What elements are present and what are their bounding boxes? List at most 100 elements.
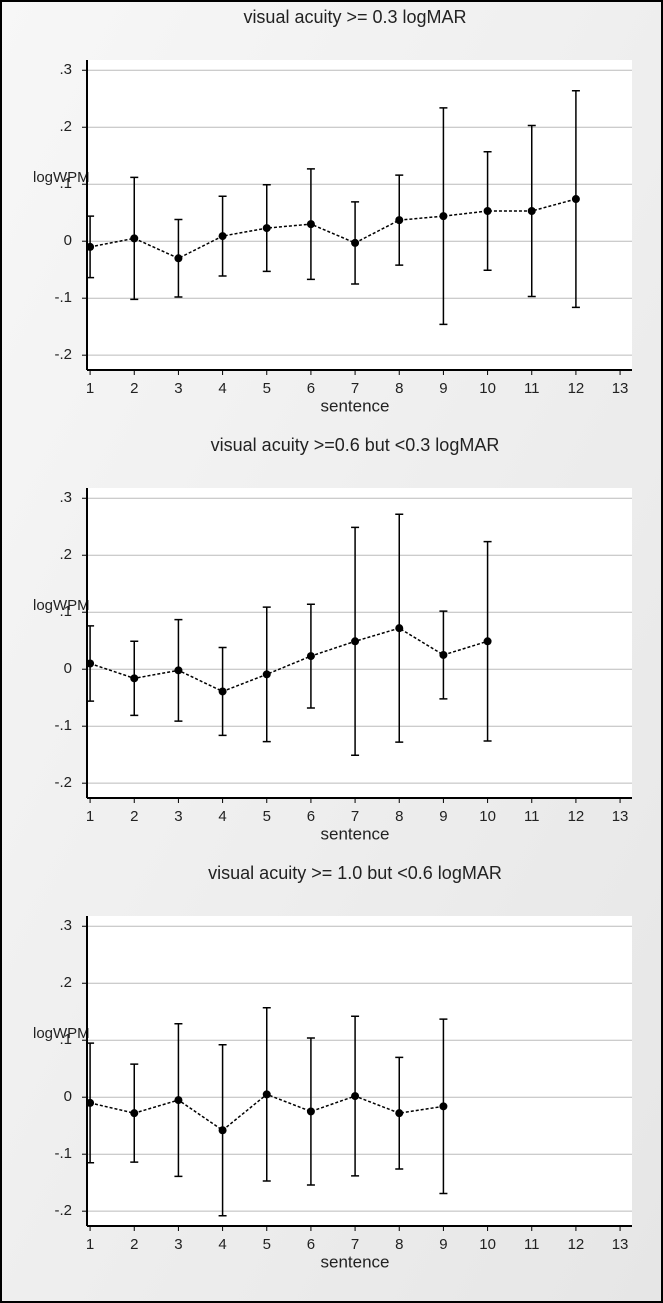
x-tick-label: 9 — [439, 380, 447, 397]
y-tick-label: .3 — [59, 917, 72, 934]
x-tick-label: 9 — [439, 808, 447, 825]
y-tick-label: .2 — [59, 118, 72, 135]
point — [395, 624, 404, 633]
x-tick-label: 3 — [174, 808, 182, 825]
point — [86, 1098, 95, 1107]
point — [262, 1090, 271, 1099]
point — [483, 637, 492, 646]
plot-area — [87, 916, 632, 1226]
x-tick-label: 12 — [568, 380, 585, 397]
chart-title: visual acuity >= 0.3 logMAR — [243, 7, 466, 27]
point — [395, 1109, 404, 1118]
y-tick-label: -.2 — [54, 774, 72, 791]
point — [218, 232, 227, 241]
x-tick-label: 12 — [568, 1236, 585, 1253]
x-tick-label: 2 — [130, 808, 138, 825]
x-tick-label: 8 — [395, 1236, 403, 1253]
point — [218, 687, 227, 696]
x-tick-label: 4 — [218, 1236, 226, 1253]
y-tick-label: .3 — [59, 489, 72, 506]
x-tick-label: 8 — [395, 380, 403, 397]
point — [571, 195, 580, 204]
point — [174, 666, 183, 675]
data-line — [89, 198, 577, 260]
y-axis-label: logWPM — [33, 597, 90, 614]
point — [439, 1102, 448, 1111]
plot-area — [87, 488, 632, 798]
x-tick-label: 1 — [86, 1236, 94, 1253]
x-tick-label: 13 — [612, 380, 629, 397]
x-tick-label: 3 — [174, 1236, 182, 1253]
y-tick-label: .3 — [59, 61, 72, 78]
x-tick-label: 2 — [130, 1236, 138, 1253]
x-tick-label: 10 — [479, 808, 496, 825]
x-tick-label: 9 — [439, 1236, 447, 1253]
chart-title: visual acuity >=0.6 but <0.3 logMAR — [211, 435, 500, 455]
point — [218, 1126, 227, 1135]
y-tick-label: -.1 — [54, 289, 72, 306]
x-tick-label: 7 — [351, 380, 359, 397]
x-tick-label: 10 — [479, 1236, 496, 1253]
point — [306, 1107, 315, 1116]
x-axis-label: sentence — [321, 396, 390, 415]
point — [395, 216, 404, 225]
x-tick-label: 3 — [174, 380, 182, 397]
x-tick-label: 6 — [307, 808, 315, 825]
chart-title: visual acuity >= 1.0 but <0.6 logMAR — [208, 863, 502, 883]
x-tick-label: 4 — [218, 380, 226, 397]
y-axis-label: logWPM — [33, 169, 90, 186]
point — [306, 652, 315, 661]
x-tick-label: 5 — [263, 380, 271, 397]
y-tick-label: 0 — [64, 232, 72, 249]
plot-area — [87, 60, 632, 370]
y-tick-label: -.2 — [54, 1202, 72, 1219]
point — [483, 207, 492, 216]
x-tick-label: 6 — [307, 380, 315, 397]
x-tick-label: 10 — [479, 380, 496, 397]
y-tick-label: .2 — [59, 546, 72, 563]
x-tick-label: 13 — [612, 808, 629, 825]
point — [130, 674, 139, 683]
point — [174, 254, 183, 263]
x-tick-label: 5 — [263, 808, 271, 825]
y-tick-label: 0 — [64, 660, 72, 677]
point — [351, 238, 360, 247]
y-tick-label: -.1 — [54, 1145, 72, 1162]
x-tick-label: 1 — [86, 808, 94, 825]
x-tick-label: 11 — [524, 808, 540, 825]
point — [351, 1092, 360, 1101]
point — [527, 207, 536, 216]
point — [174, 1096, 183, 1105]
point — [130, 234, 139, 243]
x-tick-label: 2 — [130, 380, 138, 397]
point — [262, 224, 271, 233]
y-tick-label: .2 — [59, 974, 72, 991]
x-tick-label: 4 — [218, 808, 226, 825]
point — [130, 1109, 139, 1118]
point — [439, 212, 448, 221]
data-line — [89, 627, 488, 693]
y-tick-label: -.1 — [54, 717, 72, 734]
point — [86, 659, 95, 668]
y-tick-label: 0 — [64, 1088, 72, 1105]
x-tick-label: 5 — [263, 1236, 271, 1253]
x-tick-label: 11 — [524, 380, 540, 397]
point — [351, 637, 360, 646]
x-tick-label: 11 — [524, 1236, 540, 1253]
y-tick-label: .1 — [59, 1031, 72, 1048]
x-tick-label: 7 — [351, 1236, 359, 1253]
point — [439, 650, 448, 659]
y-tick-label: .1 — [59, 175, 72, 192]
x-tick-label: 7 — [351, 808, 359, 825]
point — [86, 242, 95, 251]
y-tick-label: -.2 — [54, 346, 72, 363]
point — [262, 670, 271, 679]
point — [306, 220, 315, 229]
x-tick-label: 13 — [612, 1236, 629, 1253]
x-axis-label: sentence — [321, 1252, 390, 1271]
x-axis-label: sentence — [321, 824, 390, 843]
x-tick-label: 12 — [568, 808, 585, 825]
y-axis-label: logWPM — [33, 1025, 90, 1042]
y-tick-label: .1 — [59, 603, 72, 620]
